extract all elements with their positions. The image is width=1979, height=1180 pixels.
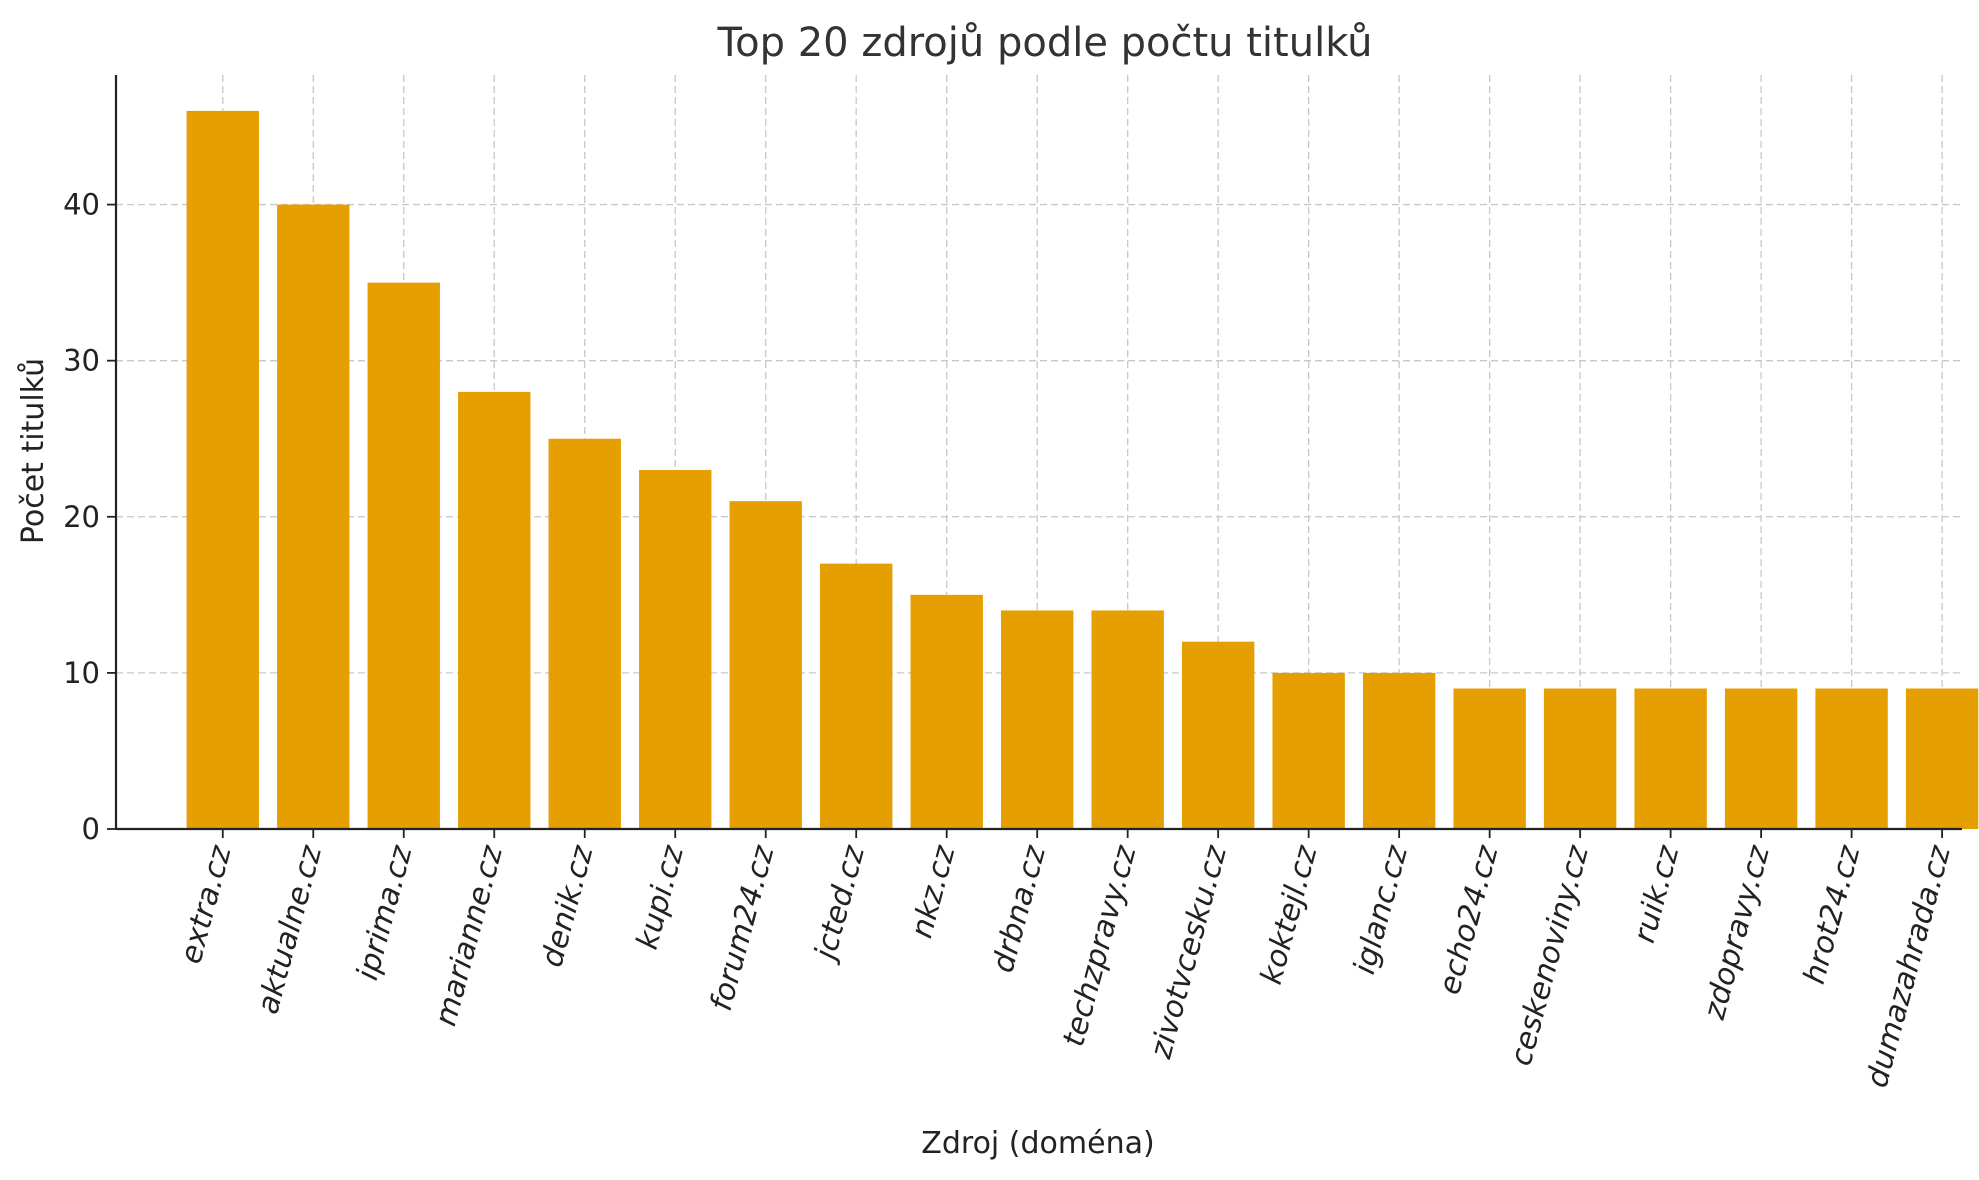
y-tick-label: 0 [82, 812, 100, 846]
bar-drbna-cz [1000, 610, 1074, 829]
bar-zdopravy-cz [1724, 688, 1798, 829]
x-tick-label: extra.cz [174, 841, 239, 968]
bar-extra-cz [186, 110, 259, 829]
y-tick-label: 10 [63, 656, 100, 690]
y-axis-label: Počet titulků [16, 358, 51, 544]
x-tick-label: forum24.cz [704, 841, 782, 1015]
bar-aktualne-cz [277, 204, 350, 830]
x-axis-label: Zdroj (doména) [921, 1126, 1154, 1161]
bar-techzpravy-cz [1091, 610, 1164, 829]
bar-iglanc-cz [1362, 672, 1436, 829]
x-tick-label: jcted.cz [807, 841, 872, 967]
x-tick-label: dumazahrada.cz [1860, 841, 1959, 1092]
x-tick-label: zivotvcesku.cz [1143, 841, 1234, 1063]
bar-marianne-cz [458, 391, 531, 829]
bar-echo24-cz [1453, 688, 1526, 829]
bar-hrot24-cz [1815, 688, 1888, 829]
x-tick-label: hrot24.cz [1797, 841, 1868, 988]
x-ticks: extra.cz aktualne.cz iprima.cz marianne.cz d… [174, 829, 1959, 1092]
y-ticks: 0 10 20 30 40 [63, 188, 116, 846]
bar-forum24-cz [729, 501, 802, 829]
bar-ceskenoviny-cz [1543, 688, 1617, 829]
bars [186, 110, 1979, 830]
x-tick-label: koktejl.cz [1254, 841, 1325, 988]
bar-iprima-cz [367, 282, 440, 830]
bar-dumazahrada-cz [1905, 688, 1979, 829]
bar-kupi-cz [639, 469, 712, 829]
bar-ruik-cz [1634, 688, 1707, 829]
x-tick-label: aktualne.cz [251, 841, 330, 1018]
x-tick-label: iglanc.cz [1347, 841, 1415, 978]
x-tick-label: iprima.cz [350, 841, 420, 984]
x-tick-label: kupi.cz [630, 841, 691, 953]
bar-nkz-cz [910, 594, 983, 829]
bar-zivotvcesku-cz [1181, 641, 1255, 829]
y-tick-label: 30 [63, 344, 100, 378]
bar-denik-cz [548, 438, 621, 829]
x-tick-label: nkz.cz [904, 841, 962, 942]
y-tick-label: 20 [63, 500, 100, 534]
x-tick-label: denik.cz [535, 841, 601, 971]
x-tick-label: zdopravy.cz [1697, 841, 1777, 1024]
x-tick-label: ruik.cz [1627, 841, 1687, 947]
x-tick-label: techzpravy.cz [1056, 841, 1143, 1050]
x-tick-label: ceskenoviny.cz [1504, 841, 1597, 1070]
x-tick-label: drbna.cz [986, 841, 1054, 976]
bar-jcted-cz [820, 563, 893, 829]
chart-title: Top 20 zdrojů podle počtu titulků [717, 20, 1373, 66]
axes [114, 75, 1962, 831]
y-tick-label: 40 [63, 188, 100, 222]
x-tick-label: echo24.cz [1432, 841, 1506, 998]
x-tick-label: marianne.cz [428, 841, 510, 1030]
bar-koktejl-cz [1272, 672, 1345, 829]
